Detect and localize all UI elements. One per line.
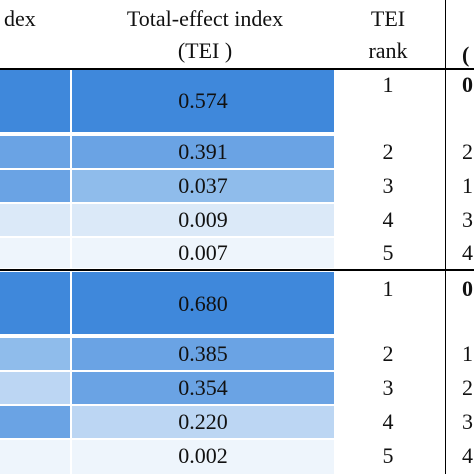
cell-left-g1r4 [0, 204, 70, 236]
cell-tei-g1r1 [72, 70, 334, 132]
tei-value: 0.680 [178, 291, 228, 316]
cell-tei-g2r3 [72, 372, 334, 404]
rank-value: 3 [382, 375, 394, 400]
cell-tei-g1r5 [72, 238, 334, 268]
cell-left-g2r5 [0, 440, 70, 474]
tei-value: 0.574 [178, 88, 228, 113]
cell-left-g1r5 [0, 238, 70, 268]
header-tei-title: Total-effect index [126, 6, 284, 31]
cell-tei-g2r1 [72, 272, 334, 334]
cell-tei-g2r2 [72, 338, 334, 370]
tei-value: 0.007 [178, 240, 228, 265]
col4-fragment: 2 [462, 139, 473, 164]
rule-group-divider [0, 269, 474, 271]
tei-value: 0.002 [178, 443, 228, 468]
cell-tei-g1r3 [72, 170, 334, 202]
col4-fragment: 4 [462, 240, 473, 265]
header-col1-fragment: dex [4, 6, 36, 31]
col4-fragment: 4 [462, 443, 473, 468]
cell-left-g1r1 [0, 70, 70, 132]
cell-tei-g2r5 [72, 440, 334, 474]
cell-left-g1r2 [0, 136, 70, 168]
rule-header-bottom [0, 68, 474, 70]
header-rank-line2: rank [368, 38, 408, 63]
header-rank-line1: TEI [370, 6, 406, 31]
col4-fragment: 1 [462, 173, 473, 198]
tei-value: 0.354 [178, 375, 228, 400]
rank-value: 1 [382, 72, 394, 97]
rank-value: 2 [382, 341, 394, 366]
rank-value: 3 [382, 173, 394, 198]
col4-fragment: 1 [462, 341, 473, 366]
header-col4-fragment: ( [462, 42, 470, 67]
cell-tei-g2r4 [72, 406, 334, 438]
cell-left-g1r3 [0, 170, 70, 202]
tei-value: 0.385 [178, 341, 228, 366]
header-tei-abbrev: (TEI ) [177, 38, 233, 63]
col4-fragment: 2 [462, 375, 473, 400]
cell-tei-g1r2 [72, 136, 334, 168]
rank-value: 2 [382, 139, 394, 164]
rank-value: 1 [382, 276, 394, 301]
col4-fragment: 0 [462, 276, 473, 301]
col4-fragment: 0 [462, 72, 473, 97]
rank-value: 5 [382, 443, 394, 468]
rule-vertical-right [445, 0, 446, 474]
rank-value: 4 [382, 409, 394, 434]
tei-value: 0.009 [178, 207, 228, 232]
cell-left-g2r1 [0, 272, 70, 334]
col4-fragment: 3 [462, 409, 473, 434]
tei-value: 0.220 [178, 409, 228, 434]
cell-tei-g1r4 [72, 204, 334, 236]
cell-left-g2r2 [0, 338, 70, 370]
cell-left-g2r4 [0, 406, 70, 438]
tei-value: 0.037 [178, 173, 228, 198]
col4-fragment: 3 [462, 207, 473, 232]
rank-value: 4 [382, 207, 394, 232]
tei-value: 0.391 [178, 139, 228, 164]
rank-value: 5 [382, 240, 394, 265]
cell-left-g2r3 [0, 372, 70, 404]
